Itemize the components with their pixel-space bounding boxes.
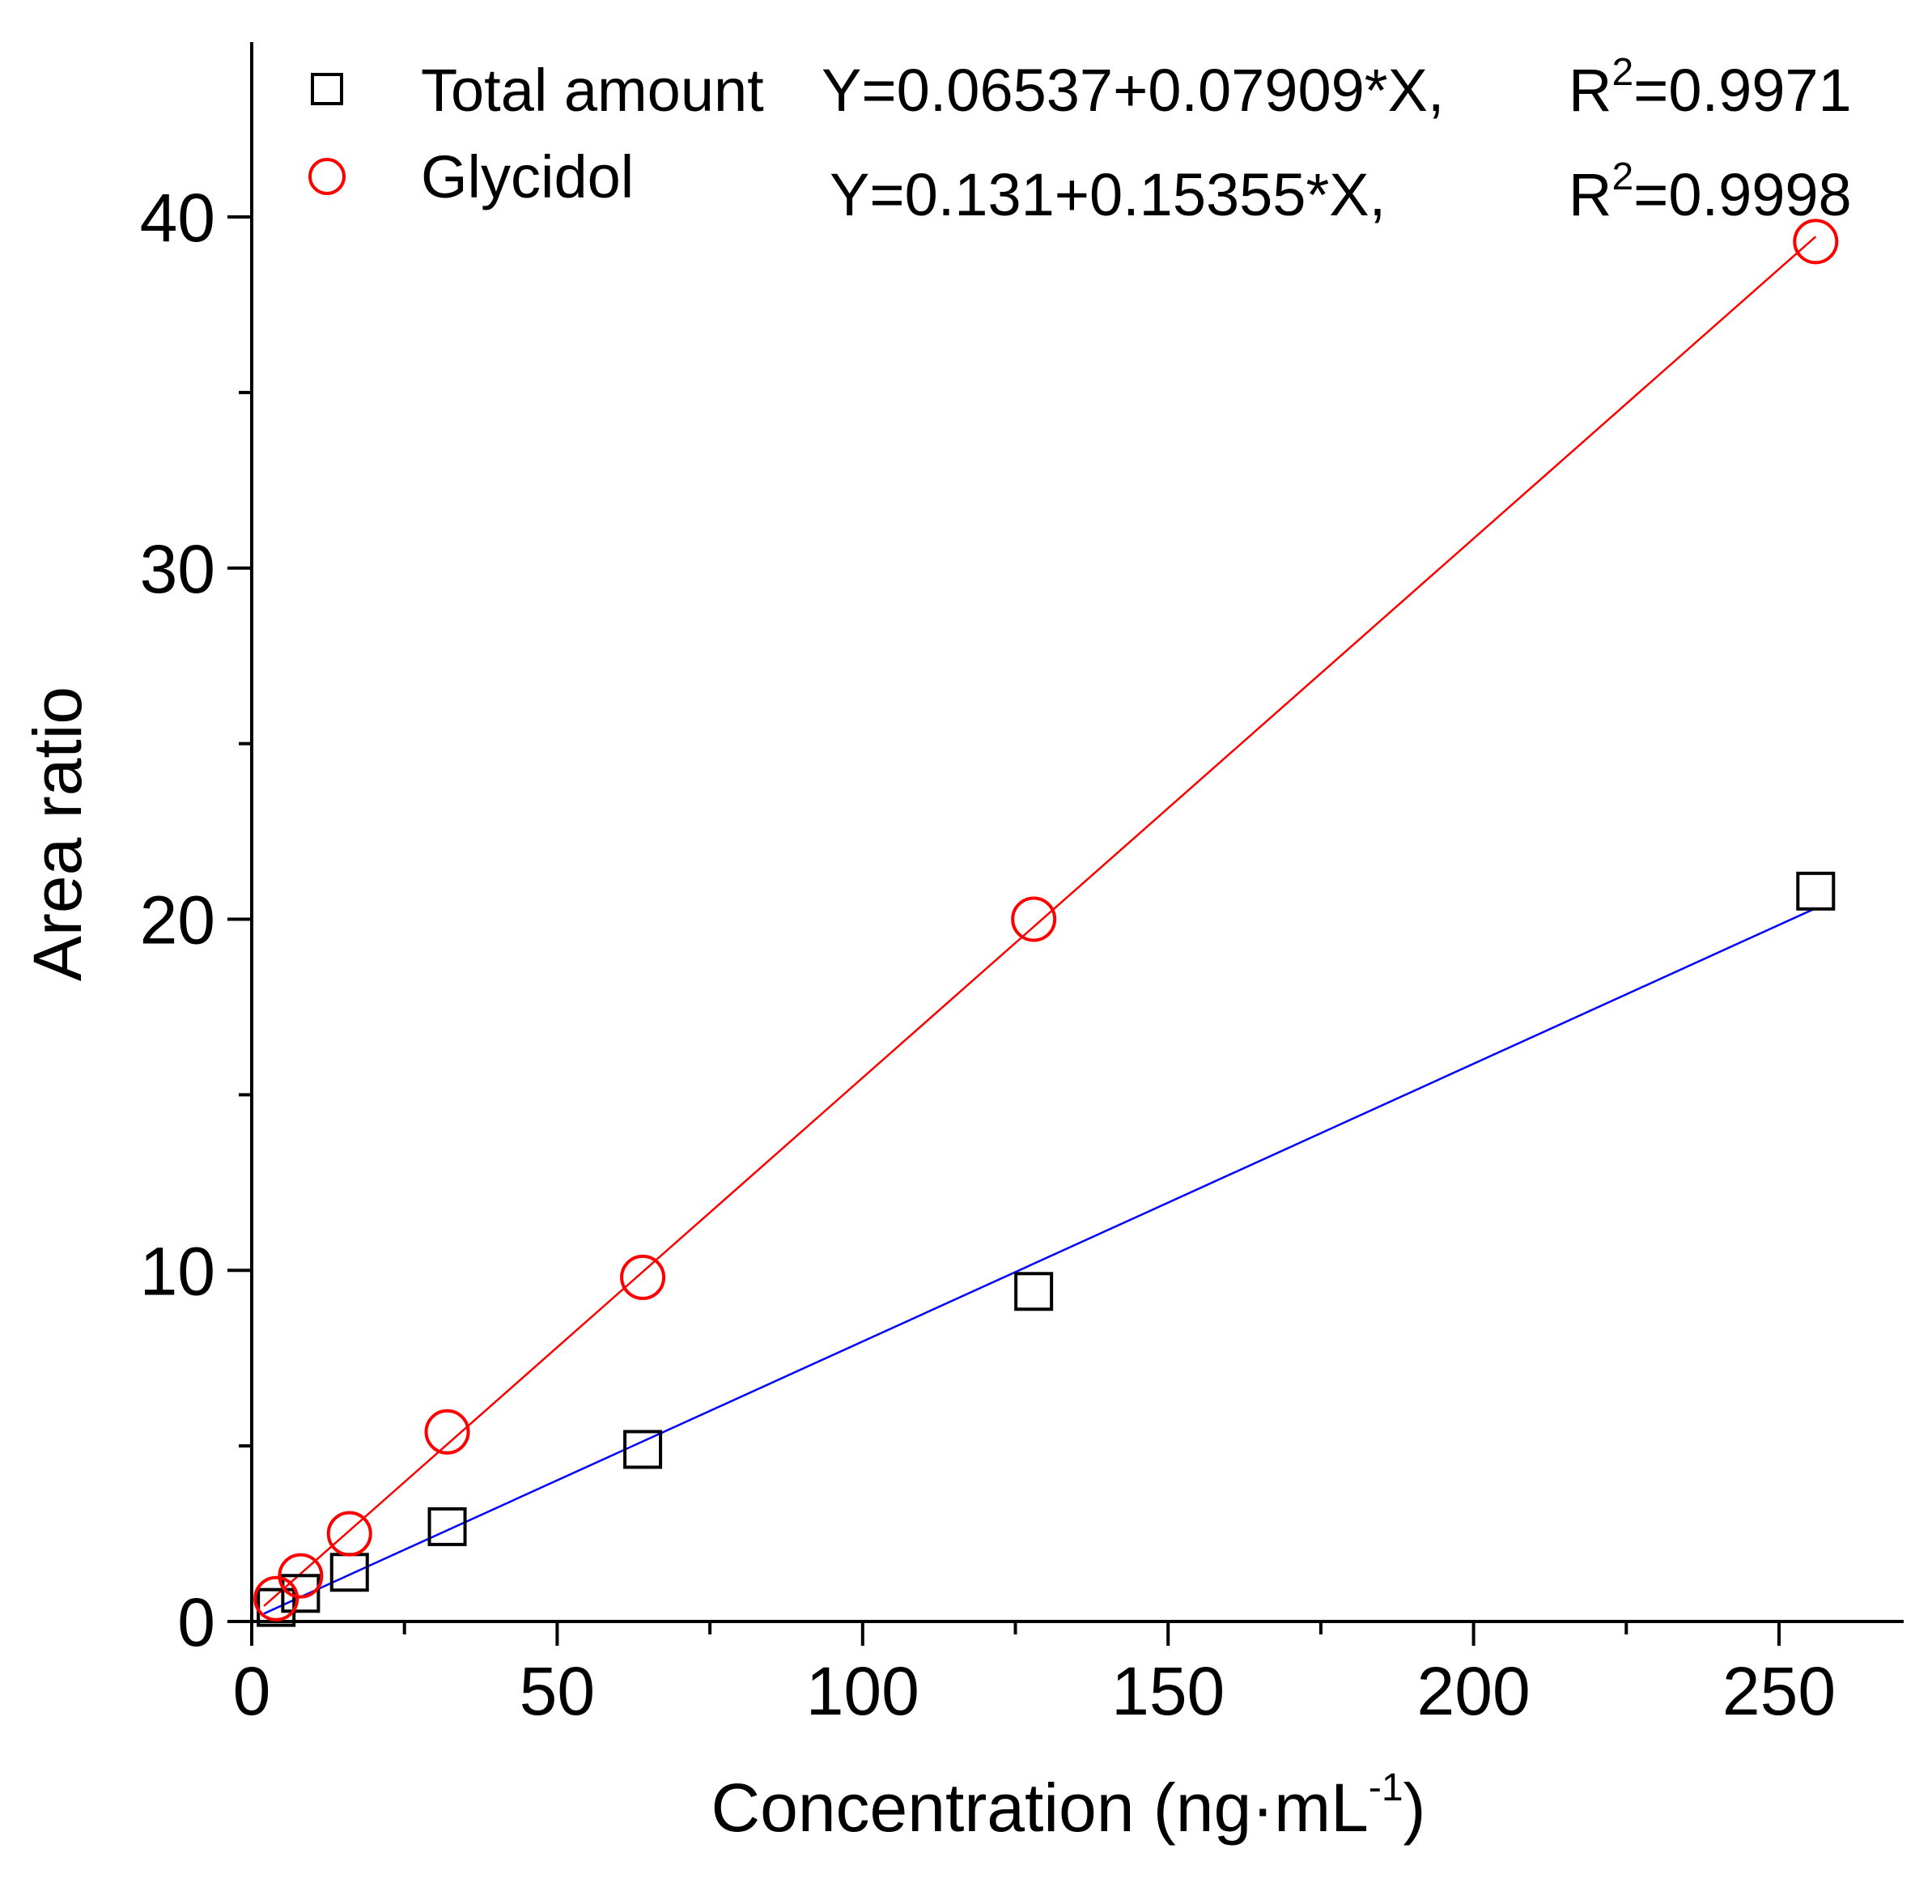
legend-marker-glycidol — [308, 158, 346, 195]
equation-glycidol: Y=0.131+0.15355*X, — [830, 161, 1386, 228]
y-tick-label: 20 — [140, 882, 215, 958]
r2-total-amount-r: R — [1569, 57, 1611, 124]
x-tick-label: 200 — [1417, 1653, 1531, 1729]
r2-total-amount: R2=0.9971 — [1569, 51, 1852, 124]
axes: 0 50 100 150 200 250 0 10 20 30 40 — [140, 42, 1904, 1729]
data-point-glycidol — [1793, 219, 1839, 265]
r2-total-amount-sup: 2 — [1611, 51, 1633, 94]
legend-marker-total-amount — [311, 73, 343, 105]
legend: Total amount Glycidol — [308, 57, 764, 210]
y-axis-title: Area ratio — [19, 686, 96, 981]
x-axis-title-sup: -1 — [1369, 1766, 1403, 1809]
x-tick-label: 150 — [1111, 1653, 1225, 1729]
r2-glycidol-sup: 2 — [1611, 155, 1633, 198]
data-point-total-amount — [623, 1430, 663, 1469]
fit-line-glycidol — [263, 236, 1817, 1607]
data-point-total-amount — [427, 1507, 467, 1546]
data-point-glycidol — [326, 1511, 372, 1557]
x-axis-title-main: Concentration (ng·mL — [711, 1770, 1368, 1846]
equations: Y=0.06537+0.07909*X, R2=0.9971 Y=0.131+0… — [822, 51, 1852, 228]
data-point-glycidol — [424, 1409, 470, 1455]
r2-total-amount-value: =0.9971 — [1633, 57, 1852, 124]
x-axis-title-close: ) — [1403, 1770, 1426, 1846]
data-point-total-amount — [1796, 871, 1836, 911]
y-tick-label: 10 — [140, 1233, 215, 1309]
data-point-total-amount — [1014, 1272, 1054, 1311]
data-point-glycidol — [1011, 896, 1057, 942]
data-point-glycidol — [278, 1553, 324, 1599]
r2-glycidol-value: =0.9998 — [1633, 161, 1852, 228]
x-tick-label: 250 — [1722, 1653, 1836, 1729]
x-tick-label: 0 — [233, 1653, 271, 1729]
data-point-glycidol — [253, 1575, 299, 1621]
y-tick-label: 0 — [177, 1584, 215, 1660]
y-tick-label: 30 — [140, 531, 215, 607]
fit-lines — [263, 236, 1817, 1615]
x-tick-label: 50 — [520, 1653, 595, 1729]
fit-line-total-amount — [263, 907, 1816, 1615]
data-point-total-amount — [329, 1553, 369, 1592]
r2-glycidol: R2=0.9998 — [1569, 155, 1852, 228]
x-tick-label: 100 — [806, 1653, 919, 1729]
r2-glycidol-r: R — [1569, 161, 1611, 228]
data-markers — [253, 219, 1839, 1627]
legend-label-total-amount: Total amount — [421, 57, 764, 124]
equation-total-amount: Y=0.06537+0.07909*X, — [822, 57, 1444, 124]
data-point-total-amount — [281, 1574, 321, 1613]
data-point-glycidol — [620, 1254, 666, 1300]
y-tick-label: 40 — [140, 180, 215, 256]
legend-label-glycidol: Glycidol — [421, 143, 634, 210]
x-axis-title: Concentration (ng·mL-1) — [711, 1766, 1425, 1846]
